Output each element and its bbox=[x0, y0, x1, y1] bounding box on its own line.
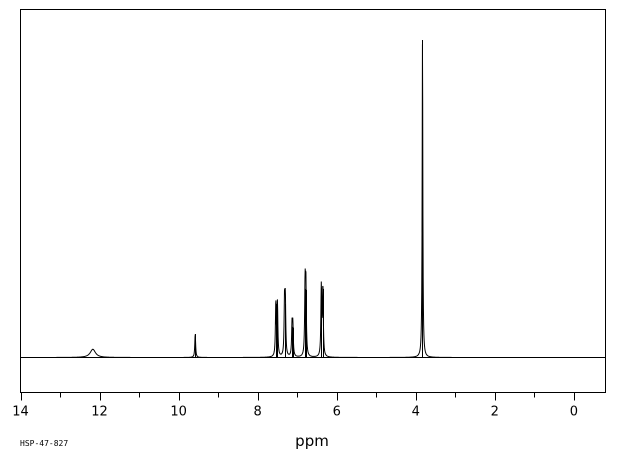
spectrum-trace bbox=[20, 44, 606, 358]
x-axis: 14 12 10 8 6 4 2 0 bbox=[12, 392, 578, 420]
plot-frame bbox=[20, 9, 606, 393]
x-tick-label: 6 bbox=[333, 405, 341, 420]
x-tick-label: 12 bbox=[91, 405, 108, 420]
x-tick-label: 10 bbox=[170, 405, 187, 420]
spectrum-code-label: HSP-47-827 bbox=[20, 439, 68, 448]
x-tick-label: 14 bbox=[12, 405, 29, 420]
x-tick-label: 0 bbox=[570, 405, 578, 420]
x-axis-title: ppm bbox=[295, 432, 329, 450]
x-tick-label: 8 bbox=[254, 405, 262, 420]
x-tick-label: 4 bbox=[412, 405, 420, 420]
peak-marks bbox=[195, 40, 423, 358]
x-tick-label: 2 bbox=[491, 405, 499, 420]
